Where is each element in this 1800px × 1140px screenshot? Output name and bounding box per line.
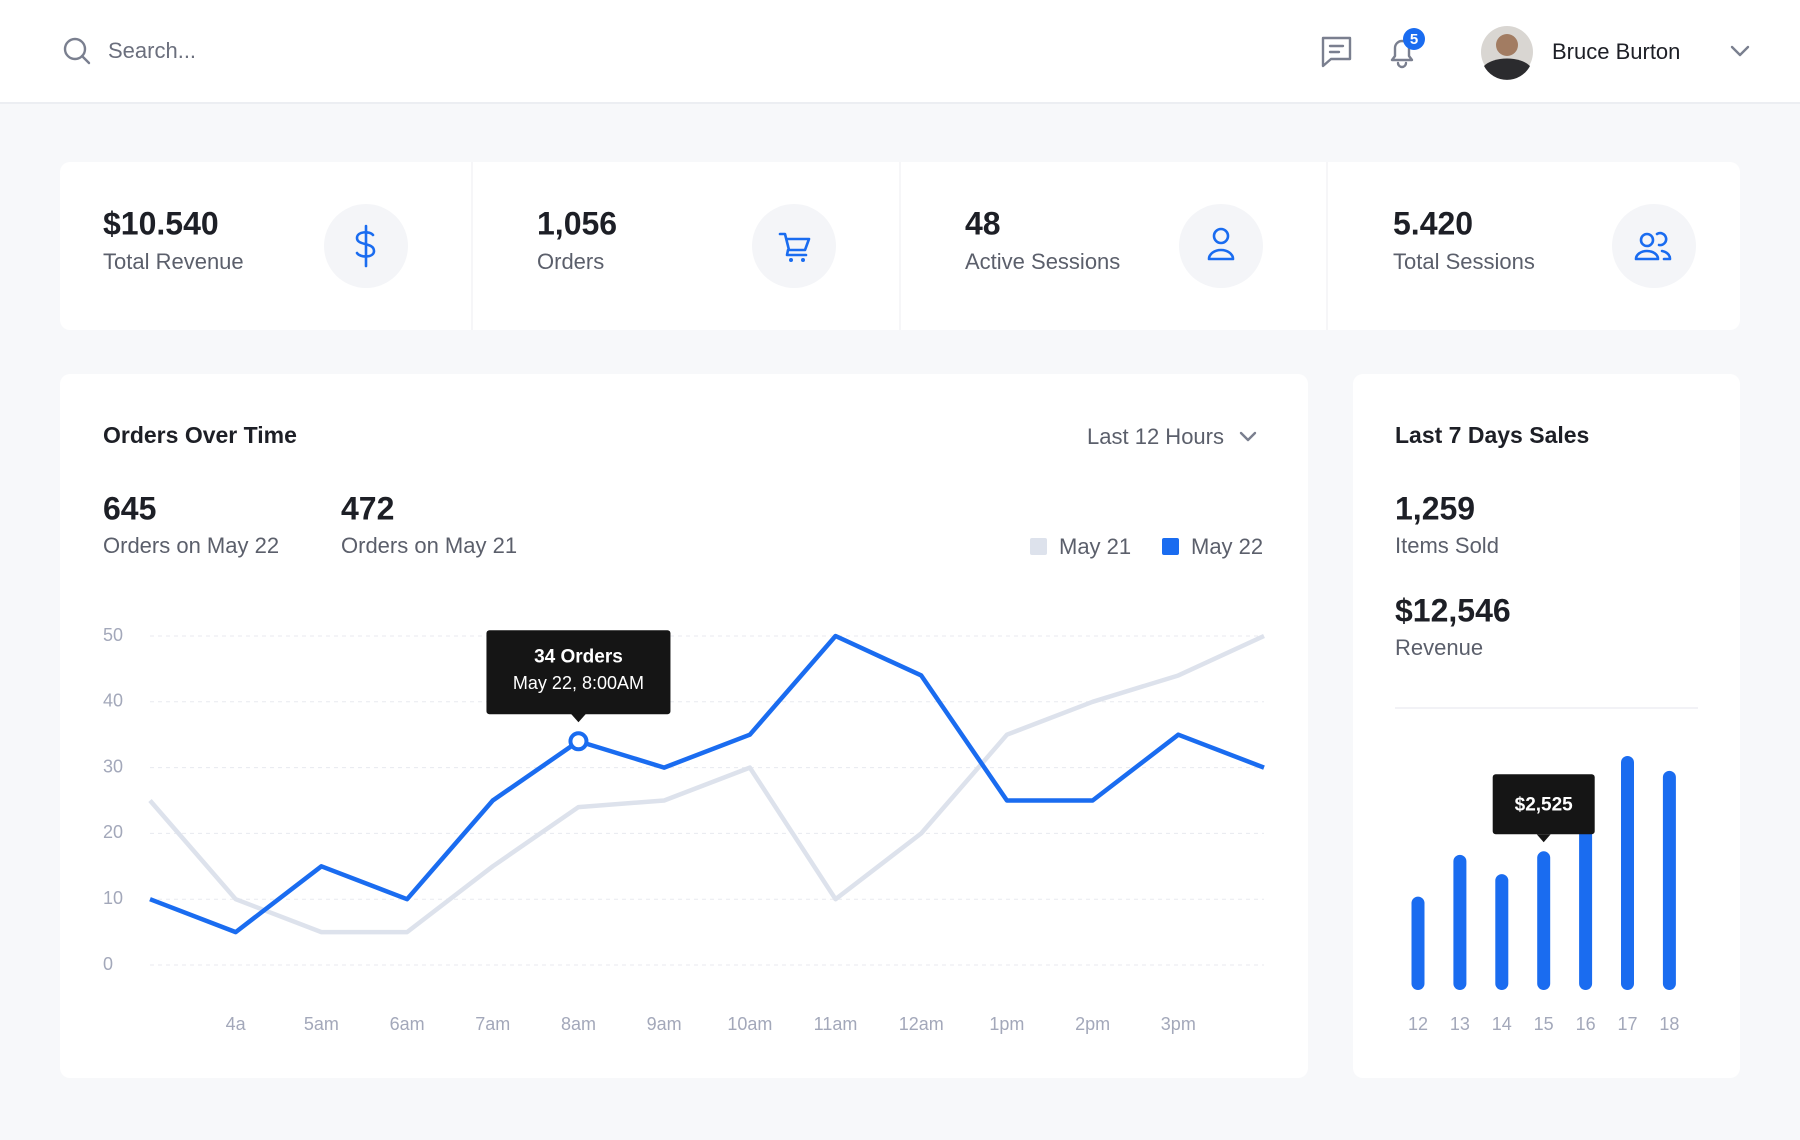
summary-value: 1,259 xyxy=(1395,490,1475,526)
range-chevron xyxy=(1239,431,1257,442)
stat-label: Total Revenue xyxy=(103,249,244,274)
x-tick-label: 18 xyxy=(1659,1014,1679,1034)
y-tick-label: 50 xyxy=(103,625,123,645)
notification-badge xyxy=(1403,28,1425,50)
cart-icon xyxy=(778,232,811,257)
series-line xyxy=(148,633,1265,935)
user-menu-chevron xyxy=(1730,45,1750,57)
search-box[interactable]: Search... xyxy=(63,37,196,65)
legend-swatch xyxy=(1030,538,1047,555)
x-tick-label: 10am xyxy=(727,1014,772,1034)
range-dropdown[interactable]: Last 12 Hours xyxy=(1087,424,1257,449)
x-tick-label: 12 xyxy=(1408,1014,1428,1034)
y-tick-label: 0 xyxy=(103,954,113,974)
summary-value: $12,546 xyxy=(1395,592,1511,628)
bar xyxy=(1495,874,1509,990)
icon-circle xyxy=(1179,204,1263,288)
tooltip-subtitle: May 22, 8:00AM xyxy=(513,673,644,693)
stat-value: $10.540 xyxy=(103,205,219,241)
x-tick-label: 13 xyxy=(1450,1014,1470,1034)
icon-circle xyxy=(752,204,836,288)
notification-count: 5 xyxy=(1410,31,1418,48)
summary-label: Revenue xyxy=(1395,635,1483,660)
bar xyxy=(1579,806,1593,990)
stat-label: Orders xyxy=(537,249,604,274)
cart-icon xyxy=(801,258,805,262)
highlight-point xyxy=(568,731,589,752)
bar xyxy=(1662,770,1676,990)
stat-label: Total Sessions xyxy=(1393,249,1535,274)
x-tick-label: 9am xyxy=(647,1014,682,1034)
messages-button[interactable] xyxy=(1321,36,1352,68)
top-bar-shadow xyxy=(0,102,1800,104)
x-tick-label: 5am xyxy=(304,1014,339,1034)
tooltip-title: 34 Orders xyxy=(534,646,623,667)
x-tick-label: 12am xyxy=(899,1014,944,1034)
search-icon xyxy=(63,37,87,61)
user-name: Bruce Burton xyxy=(1552,39,1680,64)
y-tick-label: 40 xyxy=(103,691,123,711)
users-icon xyxy=(1634,231,1672,261)
card-title: Orders Over Time xyxy=(103,422,297,448)
stat-value: 5.420 xyxy=(1393,205,1473,241)
sales-card xyxy=(1353,374,1740,1078)
legend-swatch xyxy=(1162,538,1179,555)
bar xyxy=(1453,854,1467,990)
legend-label: May 21 xyxy=(1059,534,1131,559)
avatar-shirt xyxy=(1484,58,1530,80)
messages-icon xyxy=(1321,36,1352,68)
search-icon xyxy=(80,54,91,65)
x-tick-label: 1pm xyxy=(989,1014,1024,1034)
tooltip-arrow xyxy=(1536,834,1551,843)
y-tick-label: 30 xyxy=(103,756,123,776)
search-placeholder: Search... xyxy=(108,38,196,63)
x-tick-label: 7am xyxy=(475,1014,510,1034)
tooltip-arrow xyxy=(570,713,587,723)
summary-label: Orders on May 21 xyxy=(341,533,517,558)
legend-label: May 22 xyxy=(1191,534,1263,559)
summary-value: 645 xyxy=(103,490,156,526)
bar xyxy=(1537,851,1551,990)
card-title: Last 7 Days Sales xyxy=(1395,422,1589,448)
x-tick-label: 17 xyxy=(1617,1014,1637,1034)
x-tick-label: 15 xyxy=(1534,1014,1554,1034)
x-tick-label: 4a xyxy=(226,1014,247,1034)
y-tick-label: 10 xyxy=(103,888,123,908)
tooltip xyxy=(486,630,671,715)
user-icon xyxy=(1207,227,1235,261)
x-tick-label: 6am xyxy=(390,1014,425,1034)
stat-value: 48 xyxy=(965,205,1001,241)
x-tick-label: 3pm xyxy=(1161,1014,1196,1034)
dollar-icon xyxy=(355,224,376,268)
x-tick-label: 14 xyxy=(1492,1014,1512,1034)
y-tick-label: 20 xyxy=(103,822,123,842)
icon-circle xyxy=(1612,204,1696,288)
x-tick-label: 11am xyxy=(814,1014,858,1034)
x-tick-label: 8am xyxy=(561,1014,596,1034)
avatar-face xyxy=(1496,34,1518,56)
orders-card xyxy=(60,374,1308,1078)
tooltip xyxy=(1492,774,1595,835)
x-tick-label: 16 xyxy=(1576,1014,1596,1034)
series-line xyxy=(149,633,1265,935)
notifications-button[interactable]: 5 xyxy=(1390,28,1425,69)
stat-label: Active Sessions xyxy=(965,249,1120,274)
range-selector: Last 12 Hours xyxy=(1087,424,1224,449)
user-menu[interactable]: Bruce Burton xyxy=(1481,26,1750,80)
bar xyxy=(1411,896,1425,990)
x-tick-label: 2pm xyxy=(1075,1014,1110,1034)
summary-label: Orders on May 22 xyxy=(103,533,279,558)
bell-icon xyxy=(1390,39,1414,69)
tooltip-label: $2,525 xyxy=(1515,794,1574,815)
bar xyxy=(1621,756,1634,990)
stat-value: 1,056 xyxy=(537,205,617,241)
cart-icon xyxy=(789,258,793,262)
summary-value: 472 xyxy=(341,490,394,526)
summary-label: Items Sold xyxy=(1395,533,1499,558)
